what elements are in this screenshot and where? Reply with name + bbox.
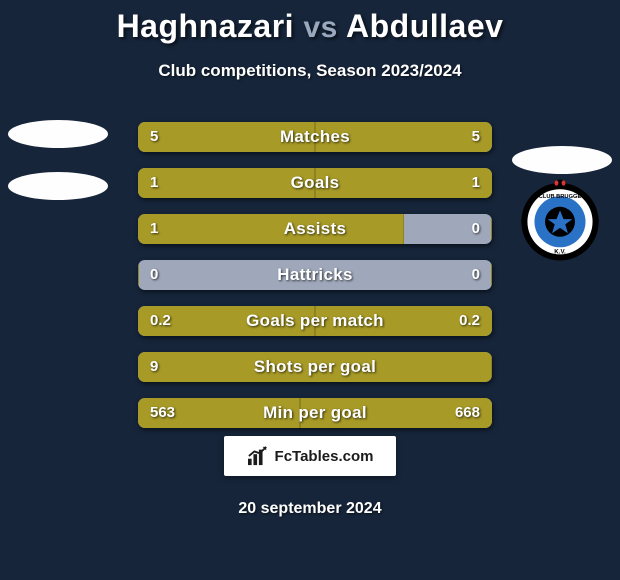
bar-row: 0.20.2Goals per match	[138, 306, 492, 336]
bar-row: 11Goals	[138, 168, 492, 198]
bar-label: Goals	[138, 168, 492, 198]
comparison-bars: 55Matches 11Goals 10Assists 00Hattricks 0.20…	[138, 122, 492, 444]
bar-label: Matches	[138, 122, 492, 152]
placeholder-oval-icon	[8, 172, 108, 200]
bar-row: 563668Min per goal	[138, 398, 492, 428]
left-club-badge	[8, 118, 108, 202]
brand-box[interactable]: FcTables.com	[224, 436, 396, 476]
bar-row: 9Shots per goal	[138, 352, 492, 382]
svg-text:K.V.: K.V.	[554, 248, 566, 255]
bar-row: 10Assists	[138, 214, 492, 244]
title-player1: Haghnazari	[117, 8, 294, 44]
placeholder-oval-icon	[8, 120, 108, 148]
bar-label: Assists	[138, 214, 492, 244]
bar-row: 00Hattricks	[138, 260, 492, 290]
fctables-logo-icon	[247, 446, 269, 466]
bar-label: Hattricks	[138, 260, 492, 290]
svg-text:CLUB BRUGGE: CLUB BRUGGE	[539, 194, 582, 200]
bar-label: Min per goal	[138, 398, 492, 428]
bar-row: 55Matches	[138, 122, 492, 152]
title-player2: Abdullaev	[346, 8, 503, 44]
bar-label: Goals per match	[138, 306, 492, 336]
bar-label: Shots per goal	[138, 352, 492, 382]
right-club-logo: CLUB BRUGGE K.V.	[508, 178, 612, 262]
page-title: Haghnazari vs Abdullaev	[0, 0, 620, 45]
placeholder-oval-icon	[512, 146, 612, 174]
title-vs: vs	[303, 11, 337, 44]
brand-text: FcTables.com	[275, 448, 374, 465]
subtitle: Club competitions, Season 2023/2024	[0, 61, 620, 81]
club-brugge-icon: CLUB BRUGGE K.V.	[516, 176, 604, 264]
date-text: 20 september 2024	[0, 500, 620, 518]
